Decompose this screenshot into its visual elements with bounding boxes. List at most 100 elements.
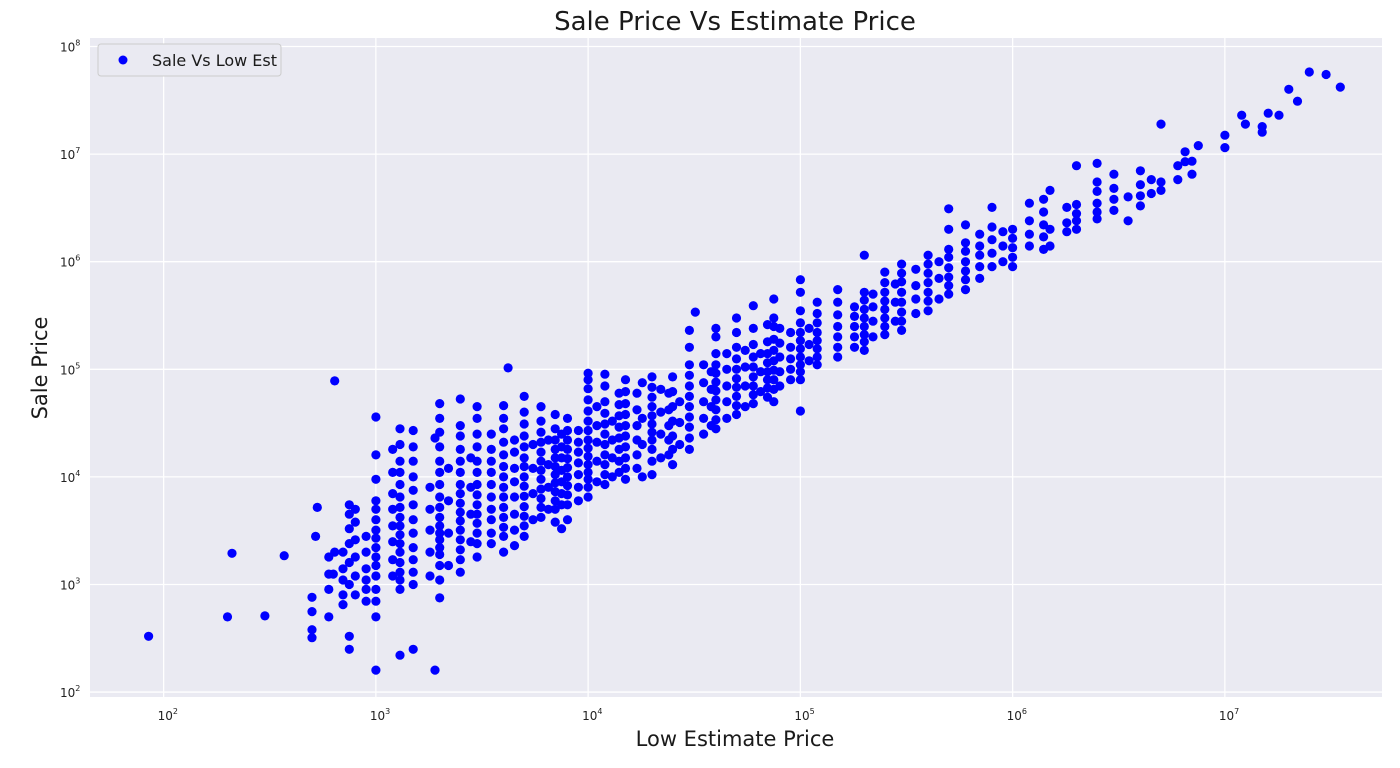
data-point xyxy=(1008,233,1018,243)
data-point xyxy=(1024,198,1034,208)
data-point xyxy=(435,512,445,523)
data-point xyxy=(499,522,509,532)
data-point xyxy=(307,592,317,602)
data-point xyxy=(472,539,482,549)
data-point xyxy=(731,313,742,323)
data-point xyxy=(1109,194,1119,204)
data-point xyxy=(923,259,933,269)
data-point xyxy=(435,528,445,538)
data-point xyxy=(408,555,418,565)
data-point xyxy=(684,412,695,422)
data-point xyxy=(509,477,520,487)
data-point xyxy=(536,474,546,484)
data-point xyxy=(455,567,465,577)
data-point xyxy=(868,332,878,342)
data-point xyxy=(536,447,546,457)
data-point xyxy=(536,502,546,512)
data-point xyxy=(1292,96,1303,106)
data-point xyxy=(550,453,560,463)
data-point xyxy=(786,342,796,352)
data-point xyxy=(722,381,732,391)
data-point xyxy=(620,463,631,473)
y-tick-label: 108 xyxy=(60,39,80,55)
data-point xyxy=(408,425,418,436)
data-point xyxy=(395,650,405,660)
data-point xyxy=(395,547,405,557)
data-point xyxy=(1123,216,1133,226)
data-point xyxy=(486,492,496,502)
data-point xyxy=(395,539,405,549)
data-point xyxy=(550,409,560,420)
data-point xyxy=(944,204,954,214)
data-point xyxy=(987,202,997,212)
data-point xyxy=(371,584,381,595)
data-point xyxy=(897,316,907,326)
data-point xyxy=(395,584,405,595)
y-tick-exponent: 8 xyxy=(75,39,80,48)
data-point xyxy=(740,402,750,412)
data-point xyxy=(536,416,546,426)
data-point xyxy=(731,409,742,420)
x-tick-base: 10 xyxy=(370,709,385,723)
data-point xyxy=(637,413,647,423)
data-point xyxy=(699,360,709,370)
data-point xyxy=(756,349,766,359)
data-point xyxy=(607,472,617,482)
data-point xyxy=(486,444,496,454)
data-point xyxy=(740,381,750,391)
data-point xyxy=(395,492,405,502)
data-point xyxy=(833,321,843,332)
data-point xyxy=(775,381,785,391)
data-point xyxy=(711,424,721,434)
data-point xyxy=(711,386,721,396)
data-point xyxy=(1135,180,1145,190)
data-point xyxy=(455,535,465,545)
data-point xyxy=(344,644,354,654)
data-point xyxy=(455,421,465,431)
data-point xyxy=(395,479,405,490)
data-point xyxy=(849,311,860,321)
data-point xyxy=(455,456,465,466)
data-point xyxy=(769,294,779,304)
data-point xyxy=(1039,220,1049,230)
data-point xyxy=(388,467,398,477)
y-tick-base: 10 xyxy=(60,578,75,592)
data-point xyxy=(795,367,806,377)
data-point xyxy=(880,304,890,314)
data-point xyxy=(486,467,496,477)
data-point xyxy=(371,504,381,514)
data-point xyxy=(731,374,742,384)
data-point xyxy=(859,250,869,260)
data-point xyxy=(748,352,758,362)
data-point xyxy=(573,437,584,447)
data-point xyxy=(944,263,954,273)
y-tick-exponent: 6 xyxy=(75,254,80,263)
data-point xyxy=(762,375,773,385)
data-point xyxy=(812,297,822,307)
data-point xyxy=(668,402,678,412)
data-point xyxy=(455,431,465,441)
data-point xyxy=(795,344,806,354)
data-point xyxy=(395,456,405,466)
data-point xyxy=(722,413,732,423)
data-point xyxy=(880,267,890,277)
data-point xyxy=(519,407,529,417)
data-point xyxy=(486,429,496,439)
data-point xyxy=(499,512,509,523)
data-point xyxy=(472,442,482,452)
data-point xyxy=(1045,224,1055,234)
data-point xyxy=(395,575,405,585)
data-point xyxy=(371,665,381,675)
data-point xyxy=(656,407,666,417)
data-point xyxy=(711,332,721,342)
data-point xyxy=(443,496,454,506)
x-tick-exponent: 2 xyxy=(173,707,178,716)
data-point xyxy=(699,413,709,423)
data-point xyxy=(592,477,602,487)
data-point xyxy=(395,567,405,577)
data-point xyxy=(425,547,435,557)
data-point xyxy=(350,504,360,514)
data-point xyxy=(509,541,520,551)
x-tick-label: 105 xyxy=(794,707,814,723)
